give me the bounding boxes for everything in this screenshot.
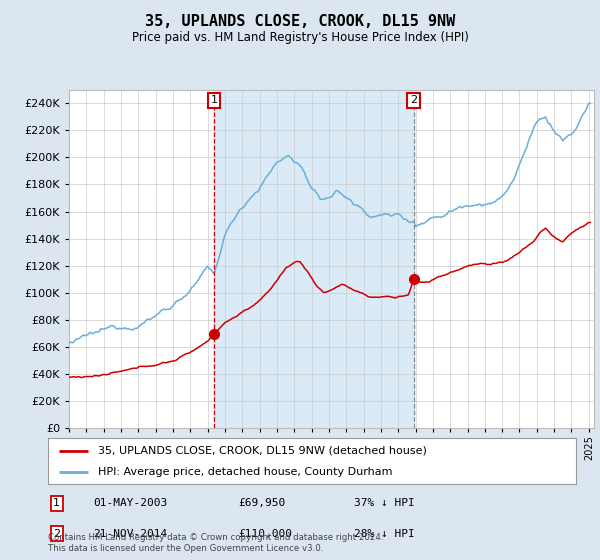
Text: 28% ↓ HPI: 28% ↓ HPI [354,529,415,539]
Text: 2: 2 [53,529,61,539]
Text: 2: 2 [410,95,418,105]
Text: 37% ↓ HPI: 37% ↓ HPI [354,498,415,508]
Text: 35, UPLANDS CLOSE, CROOK, DL15 9NW (detached house): 35, UPLANDS CLOSE, CROOK, DL15 9NW (deta… [98,446,427,456]
Text: 1: 1 [211,95,218,105]
Text: 35, UPLANDS CLOSE, CROOK, DL15 9NW: 35, UPLANDS CLOSE, CROOK, DL15 9NW [145,14,455,29]
Text: Price paid vs. HM Land Registry's House Price Index (HPI): Price paid vs. HM Land Registry's House … [131,31,469,44]
Text: HPI: Average price, detached house, County Durham: HPI: Average price, detached house, Coun… [98,467,392,477]
Bar [214,90,414,428]
Text: £69,950: £69,950 [238,498,286,508]
Text: 1: 1 [53,498,60,508]
Text: 01-MAY-2003: 01-MAY-2003 [93,498,167,508]
Text: £110,000: £110,000 [238,529,292,539]
Text: 21-NOV-2014: 21-NOV-2014 [93,529,167,539]
Text: Contains HM Land Registry data © Crown copyright and database right 2024.
This d: Contains HM Land Registry data © Crown c… [48,533,383,553]
